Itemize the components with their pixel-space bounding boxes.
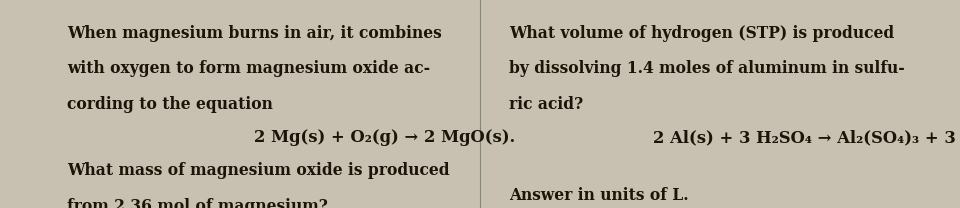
Text: 2 Mg(s) + O₂(g) → 2 MgO(s).: 2 Mg(s) + O₂(g) → 2 MgO(s).: [254, 129, 516, 146]
Text: with oxygen to form magnesium oxide ac-: with oxygen to form magnesium oxide ac-: [67, 60, 430, 77]
Text: cording to the equation: cording to the equation: [67, 96, 273, 113]
Text: from 2.36 mol of magnesium?: from 2.36 mol of magnesium?: [67, 198, 328, 208]
Text: ric acid?: ric acid?: [509, 96, 583, 113]
Text: 2 Al(s) + 3 H₂SO₄ → Al₂(SO₄)₃ + 3 H₂: 2 Al(s) + 3 H₂SO₄ → Al₂(SO₄)₃ + 3 H₂: [653, 129, 960, 146]
Text: What mass of magnesium oxide is produced: What mass of magnesium oxide is produced: [67, 162, 450, 179]
Text: When magnesium burns in air, it combines: When magnesium burns in air, it combines: [67, 25, 442, 42]
Text: by dissolving 1.4 moles of aluminum in sulfu-: by dissolving 1.4 moles of aluminum in s…: [509, 60, 904, 77]
Text: Answer in units of L.: Answer in units of L.: [509, 187, 688, 204]
Text: What volume of hydrogen (STP) is produced: What volume of hydrogen (STP) is produce…: [509, 25, 894, 42]
